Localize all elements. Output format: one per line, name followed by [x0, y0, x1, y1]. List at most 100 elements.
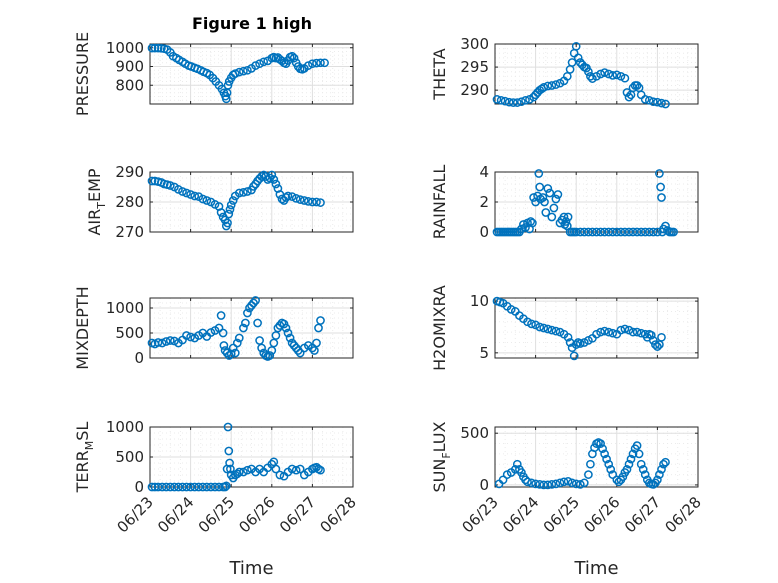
data-point	[147, 482, 157, 492]
data-point	[618, 472, 628, 482]
y-tick-label: 0	[134, 478, 144, 496]
data-point	[269, 338, 279, 348]
y-tick-label: 290	[460, 81, 489, 99]
data-point	[178, 187, 187, 196]
data-point	[291, 194, 301, 203]
data-point	[153, 338, 163, 347]
data-point	[527, 478, 536, 488]
data-point	[174, 482, 183, 492]
data-point	[243, 465, 252, 475]
data-point	[579, 227, 589, 237]
data-point	[663, 226, 672, 235]
data-point	[165, 181, 175, 190]
y-tick-label: 0	[479, 223, 489, 241]
data-point	[636, 227, 646, 237]
data-point	[243, 65, 252, 75]
data-point	[253, 318, 262, 328]
subplot-theta: 290 295 300 THETA	[430, 35, 699, 109]
data-point	[632, 441, 642, 450]
y-tick-label: 800	[115, 76, 144, 94]
axes-box	[494, 426, 699, 488]
data-point	[567, 478, 577, 488]
data-point	[295, 464, 305, 474]
data-point	[283, 328, 293, 338]
data-point	[219, 341, 229, 350]
y-tick-label: 1000	[106, 418, 144, 436]
data-point	[234, 67, 244, 77]
data-point	[223, 80, 233, 90]
data-point	[534, 169, 544, 178]
data-point	[316, 198, 325, 207]
data-point	[616, 325, 626, 335]
data-point	[588, 227, 597, 237]
data-point	[239, 66, 248, 76]
data-point	[230, 69, 240, 78]
data-point	[223, 422, 233, 432]
data-point	[234, 467, 244, 477]
subplot-air_temp: 270 280 290 AIRTEMP	[85, 163, 354, 241]
data-point	[541, 208, 551, 217]
data-point	[271, 464, 281, 474]
y-axis-label: RAINFALL	[430, 165, 449, 240]
x-tick-label: 06/23	[459, 493, 502, 536]
data-point	[602, 454, 611, 464]
y-tick-label: 5	[479, 344, 489, 362]
data-point	[656, 182, 665, 192]
y-tick-label: 1000	[106, 39, 144, 57]
data-point	[592, 227, 601, 237]
y-tick-label: 295	[460, 58, 489, 76]
data-point	[259, 57, 269, 67]
data-point	[606, 465, 616, 474]
data-point	[608, 328, 618, 338]
y-tick-label: 300	[460, 35, 489, 53]
data-point	[535, 182, 545, 192]
data-point	[575, 227, 585, 237]
data-point	[634, 449, 644, 459]
data-point	[596, 327, 605, 337]
data-point	[640, 470, 650, 479]
data-point	[257, 343, 266, 353]
y-tick-label: 500	[460, 424, 489, 442]
x-tick-label: 06/27	[276, 493, 319, 536]
data-point	[626, 454, 636, 464]
data-point	[312, 58, 321, 68]
data-point	[251, 296, 260, 305]
data-point	[498, 475, 508, 485]
data-point	[669, 227, 678, 237]
data-point	[526, 217, 536, 226]
data-point	[586, 459, 595, 469]
data-point	[527, 319, 536, 329]
data-point	[600, 326, 609, 336]
data-point	[655, 169, 664, 178]
data-point	[249, 298, 258, 308]
data-point	[555, 478, 565, 488]
data-point	[512, 98, 522, 107]
data-point	[661, 221, 670, 231]
data-point	[620, 227, 630, 237]
data-point	[283, 191, 293, 201]
data-point	[269, 175, 279, 184]
data-point	[571, 479, 581, 489]
subplot-sun_flux: 0 500 SUNFLUX 06/2306/2406/2506/2606/2706/2…	[430, 421, 705, 579]
data-point	[165, 336, 175, 345]
data-point	[551, 80, 561, 89]
data-point	[646, 330, 656, 340]
data-point	[243, 187, 252, 196]
data-point	[287, 192, 297, 201]
data-point	[624, 227, 634, 237]
data-point	[243, 308, 252, 318]
axes-box	[494, 43, 699, 105]
data-point	[612, 227, 622, 237]
data-point	[571, 227, 581, 237]
y-tick-label: 1000	[106, 299, 144, 317]
data-point	[651, 340, 660, 349]
data-point	[153, 482, 163, 492]
data-point	[517, 97, 526, 107]
subplot-rainfall: 0 2 4 RAINFALL	[430, 163, 699, 241]
data-point	[222, 348, 232, 358]
data-point	[281, 323, 291, 333]
x-tick-label: 06/28	[662, 493, 705, 536]
data-point	[604, 459, 614, 469]
data-point	[608, 71, 618, 80]
